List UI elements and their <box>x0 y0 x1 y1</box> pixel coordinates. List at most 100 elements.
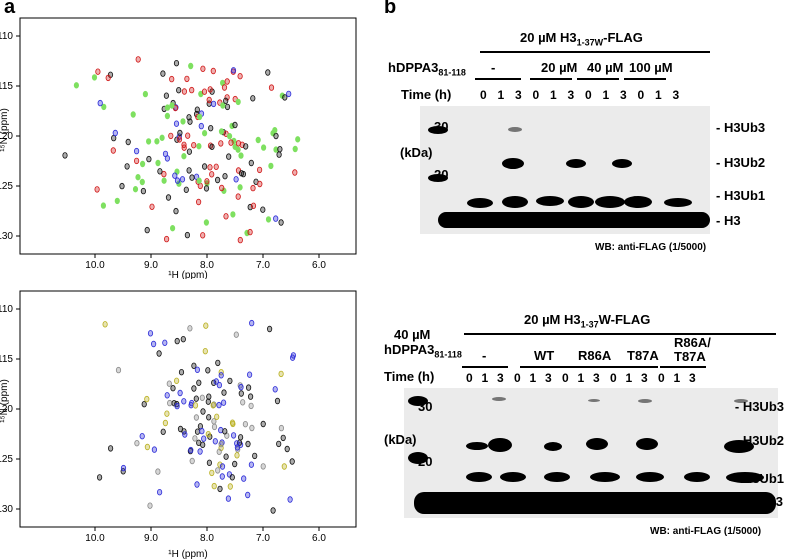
nmr-peak <box>132 185 139 193</box>
top-time-value: 1 <box>602 88 610 102</box>
nmr-peak <box>245 491 251 499</box>
nmr-peak <box>197 448 203 455</box>
nmr-peak <box>238 434 244 441</box>
bottom-time-value: 0 <box>658 371 665 385</box>
nmr-peak <box>207 86 213 93</box>
nmr-peak <box>212 438 218 445</box>
nmr-spectrum-bottom: ¹H (ppm) ¹⁵N (ppm) 10.0 9.0 8.0 7.0 6.0 110 11… <box>0 290 357 559</box>
nmr-peak <box>176 136 183 143</box>
nmr-peak <box>292 169 298 176</box>
nmr-peak <box>278 370 284 378</box>
nmr-peak <box>210 67 216 75</box>
nmr-peak <box>196 198 202 206</box>
nmr-peak <box>174 177 181 184</box>
nmr-peak <box>243 143 249 150</box>
nmr-peak <box>193 414 199 421</box>
h3ub2-band <box>488 438 512 452</box>
nmr-peak <box>229 474 235 481</box>
nmr-peak <box>120 464 127 472</box>
top-time-value: 1 <box>550 88 557 102</box>
nmr-peak <box>227 483 233 490</box>
nmr-peak <box>187 118 193 125</box>
h3ub3-band <box>588 399 600 402</box>
h3ub2-band <box>544 442 562 451</box>
x-axis-label-top: ¹H (ppm) <box>168 270 207 279</box>
nmr-peak <box>135 173 141 181</box>
nmr-peak <box>209 469 215 477</box>
nmr-peak <box>97 99 103 107</box>
nmr-peak <box>184 75 190 83</box>
nmr-peak <box>164 112 170 120</box>
nmr-peak <box>95 68 101 75</box>
nmr-peak <box>290 352 296 359</box>
nmr-peak <box>202 129 208 137</box>
nmr-peak <box>162 419 168 427</box>
nmr-peak <box>192 435 198 442</box>
nmr-peak <box>102 321 108 328</box>
nmr-peak <box>278 424 284 432</box>
y-tick-label: 120 <box>0 404 13 415</box>
nmr-peak <box>156 350 162 357</box>
bottom-time-value: 3 <box>497 371 504 385</box>
nmr-peak <box>202 163 208 170</box>
x-tick-label: 7.0 <box>256 533 270 544</box>
top-time-value: 0 <box>480 88 487 102</box>
top-marker-20: 20 <box>434 167 449 182</box>
nmr-peak <box>200 408 206 415</box>
nmr-peak <box>202 347 208 355</box>
bottom-time-value: 3 <box>689 371 696 385</box>
nmr-peak <box>232 121 238 129</box>
nmr-peak <box>211 482 217 490</box>
nmr-peak <box>222 428 228 435</box>
bottom-group-line <box>566 366 612 368</box>
nmr-peak <box>228 139 234 146</box>
h3ub2-band <box>566 159 586 168</box>
x-tick-label: 10.0 <box>85 533 105 544</box>
nmr-peak <box>162 339 168 346</box>
bottom-marker-30: 30 <box>418 399 433 414</box>
nmr-peak <box>168 132 174 140</box>
nmr-peak <box>268 162 274 170</box>
x-axis-label-bottom: ¹H (ppm) <box>168 549 207 559</box>
nmr-peak <box>191 362 197 369</box>
bottom-group-line <box>660 366 706 368</box>
y-tick-label: 110 <box>0 304 13 315</box>
h3ub1-band <box>624 196 652 208</box>
top-marker-unit: (kDa) <box>400 145 433 160</box>
nmr-peak <box>196 142 202 150</box>
nmr-peak <box>139 178 145 186</box>
nmr-peak <box>196 379 202 386</box>
nmr-peak <box>140 187 146 195</box>
top-group-line <box>475 78 521 80</box>
nmr-peak <box>181 144 187 151</box>
nmr-peak <box>181 88 187 95</box>
nmr-peak <box>134 439 140 447</box>
nmr-peak <box>177 425 184 433</box>
nmr-peak <box>226 153 232 160</box>
y-tick-label: 125 <box>0 454 13 465</box>
top-band-label: - H3 <box>716 213 741 228</box>
nmr-peak <box>173 120 180 127</box>
nmr-peak <box>241 475 247 482</box>
h3ub1-band <box>536 196 564 206</box>
nmr-peak <box>224 103 231 111</box>
bottom-time-value: 1 <box>577 371 585 385</box>
bottom-blot-header: 20 µM H31-37W-FLAG <box>524 312 651 330</box>
h3ub1-band <box>500 472 526 482</box>
h3ub1-band <box>466 472 492 482</box>
nmr-peak <box>255 136 261 144</box>
nmr-peak <box>188 62 194 70</box>
nmr-peak <box>221 389 227 396</box>
nmr-peak <box>242 420 248 428</box>
nmr-peak <box>205 430 211 438</box>
nmr-peak <box>161 177 167 184</box>
h3ub1-band <box>590 472 620 482</box>
nmr-peak <box>151 340 157 348</box>
nmr-peak <box>223 97 229 104</box>
top-group-line <box>530 78 572 80</box>
nmr-peak <box>119 182 125 190</box>
nmr-peak <box>216 448 222 455</box>
nmr-peak <box>213 163 219 170</box>
nmr-peak <box>215 359 221 367</box>
nmr-peak <box>141 400 147 408</box>
